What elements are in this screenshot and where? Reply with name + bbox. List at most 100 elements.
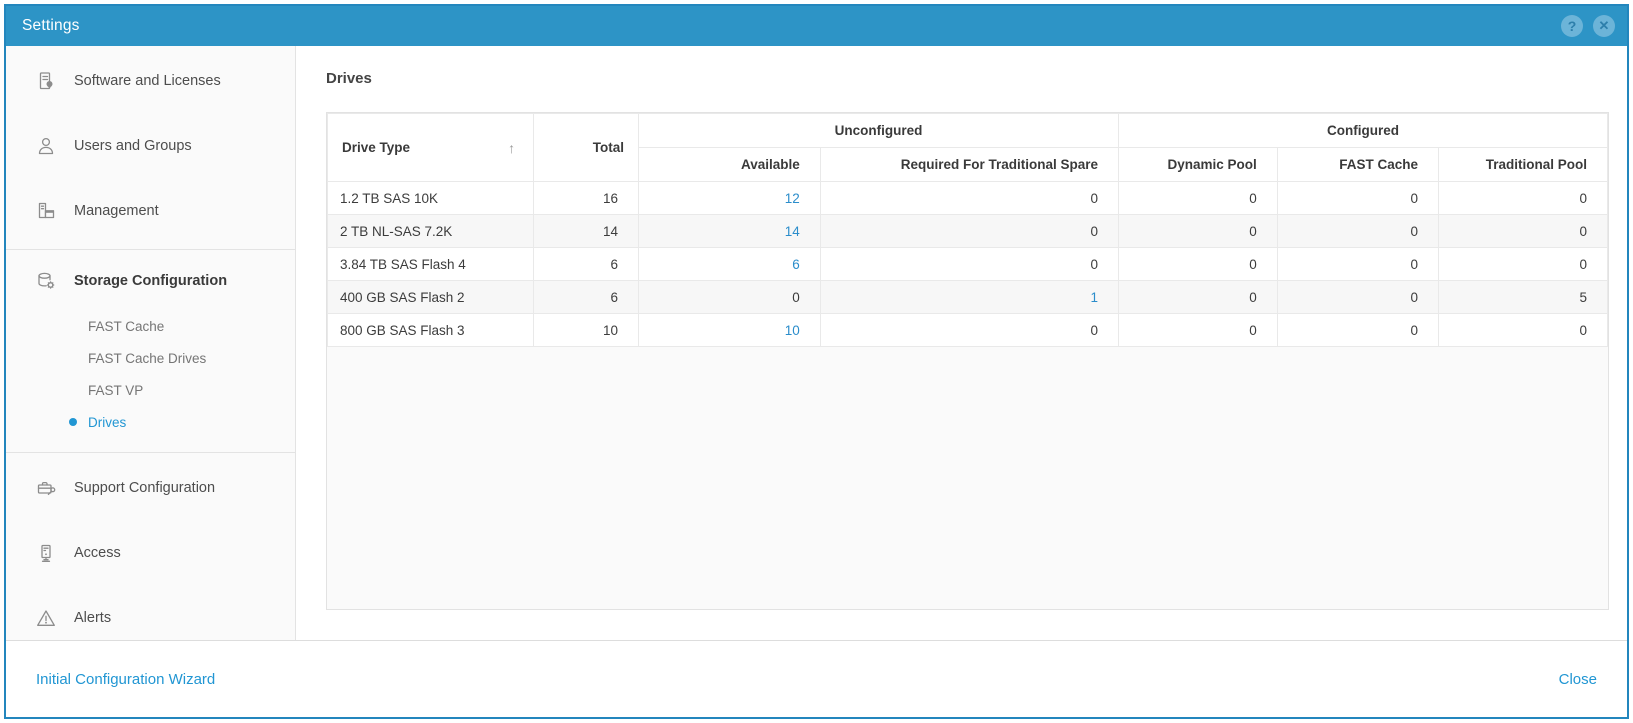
sidebar-item-storage-configuration[interactable]: Storage Configuration bbox=[6, 252, 295, 310]
cell-required: 0 bbox=[819, 247, 1120, 281]
cell-dynamic-pool: 0 bbox=[1118, 214, 1278, 248]
sidebar-subitem-fast-cache-drives[interactable]: FAST Cache Drives bbox=[6, 342, 295, 374]
cell-dynamic-pool: 0 bbox=[1118, 181, 1278, 215]
page-title: Drives bbox=[326, 70, 372, 87]
cell-dynamic-pool: 0 bbox=[1118, 280, 1278, 314]
drives-table: Drive Type ↑ Total Unconfigured Configur… bbox=[327, 113, 1608, 347]
sidebar-item-label: Support Configuration bbox=[74, 479, 216, 496]
server-icon bbox=[34, 541, 58, 565]
sidebar: Software and Licenses Users and Groups bbox=[6, 46, 296, 640]
table-row[interactable]: 400 GB SAS Flash 2 6 0 1 0 0 5 bbox=[327, 280, 1608, 314]
initial-configuration-wizard-link[interactable]: Initial Configuration Wizard bbox=[36, 670, 216, 688]
selected-bullet-icon bbox=[69, 418, 77, 426]
sidebar-subitem-label: Drives bbox=[88, 414, 127, 430]
management-icon bbox=[34, 199, 58, 223]
cell-traditional-pool: 0 bbox=[1438, 214, 1608, 248]
column-group-configured: Configured bbox=[1118, 113, 1608, 148]
cell-drive-type: 400 GB SAS Flash 2 bbox=[327, 280, 535, 314]
sidebar-item-support-configuration[interactable]: Support Configuration bbox=[6, 455, 295, 520]
column-header-available[interactable]: Available bbox=[638, 147, 821, 182]
cell-required-link[interactable]: 1 bbox=[819, 280, 1120, 314]
cell-drive-type: 800 GB SAS Flash 3 bbox=[327, 313, 535, 347]
cell-drive-type: 2 TB NL-SAS 7.2K bbox=[327, 214, 535, 248]
cell-total: 10 bbox=[533, 313, 640, 347]
help-icon: ? bbox=[1567, 18, 1577, 34]
cell-available: 0 bbox=[638, 280, 821, 314]
cell-dynamic-pool: 0 bbox=[1118, 247, 1278, 281]
column-header-label: Drive Type bbox=[342, 140, 411, 155]
sidebar-group-general: Software and Licenses Users and Groups bbox=[6, 46, 295, 249]
main-content: Drives Drive Type ↑ Total bbox=[297, 46, 1627, 640]
sidebar-item-label: Users and Groups bbox=[74, 137, 192, 154]
drives-table-container: Drive Type ↑ Total Unconfigured Configur… bbox=[326, 112, 1609, 610]
cell-available-link[interactable]: 12 bbox=[638, 181, 821, 215]
cell-required: 0 bbox=[819, 214, 1120, 248]
sidebar-item-management[interactable]: Management bbox=[6, 178, 295, 243]
close-button[interactable]: ✕ bbox=[1593, 15, 1615, 37]
cell-total: 6 bbox=[533, 247, 640, 281]
license-icon bbox=[34, 69, 58, 93]
column-header-required-for-traditional-spare[interactable]: Required For Traditional Spare bbox=[819, 147, 1120, 182]
table-row[interactable]: 800 GB SAS Flash 3 10 10 0 0 0 0 bbox=[327, 313, 1608, 347]
cell-available-link[interactable]: 6 bbox=[638, 247, 821, 281]
cell-fast-cache: 0 bbox=[1276, 313, 1440, 347]
sidebar-item-alerts[interactable]: Alerts bbox=[6, 585, 295, 640]
sidebar-item-label: Storage Configuration bbox=[74, 273, 228, 289]
table-row[interactable]: 3.84 TB SAS Flash 4 6 6 0 0 0 0 bbox=[327, 247, 1608, 281]
dialog-title: Settings bbox=[22, 17, 80, 34]
column-header-fast-cache[interactable]: FAST Cache bbox=[1276, 147, 1440, 182]
sidebar-item-label: Access bbox=[74, 544, 121, 561]
close-dialog-link[interactable]: Close bbox=[1558, 670, 1597, 688]
cell-dynamic-pool: 0 bbox=[1118, 313, 1278, 347]
cell-fast-cache: 0 bbox=[1276, 280, 1440, 314]
sidebar-subitem-label: FAST Cache bbox=[88, 318, 165, 334]
cell-total: 14 bbox=[533, 214, 640, 248]
table-row[interactable]: 2 TB NL-SAS 7.2K 14 14 0 0 0 0 bbox=[327, 214, 1608, 248]
settings-dialog: Settings ? ✕ Software a bbox=[4, 4, 1629, 719]
cell-required: 0 bbox=[819, 181, 1120, 215]
cell-traditional-pool: 0 bbox=[1438, 313, 1608, 347]
column-header-traditional-pool[interactable]: Traditional Pool bbox=[1438, 147, 1608, 182]
sidebar-item-label: Management bbox=[74, 202, 159, 219]
footer: Initial Configuration Wizard Close bbox=[6, 640, 1627, 717]
sidebar-subitem-fast-vp[interactable]: FAST VP bbox=[6, 374, 295, 406]
sidebar-item-access[interactable]: Access bbox=[6, 520, 295, 585]
close-icon: ✕ bbox=[1598, 18, 1610, 33]
cell-traditional-pool: 5 bbox=[1438, 280, 1608, 314]
sidebar-item-label: Alerts bbox=[74, 609, 112, 626]
sidebar-subitem-label: FAST VP bbox=[88, 382, 144, 398]
toolbox-wrench-icon bbox=[34, 476, 58, 500]
column-header-drive-type[interactable]: Drive Type ↑ bbox=[327, 113, 535, 182]
titlebar-actions: ? ✕ bbox=[1561, 15, 1615, 37]
cell-total: 16 bbox=[533, 181, 640, 215]
users-icon bbox=[34, 134, 58, 158]
warning-triangle-icon bbox=[34, 606, 58, 630]
cell-fast-cache: 0 bbox=[1276, 181, 1440, 215]
sidebar-group-storage: Storage Configuration FAST Cache FAST Ca… bbox=[6, 249, 295, 452]
cell-total: 6 bbox=[533, 280, 640, 314]
column-header-total[interactable]: Total bbox=[533, 113, 640, 182]
storage-gear-icon bbox=[34, 269, 58, 293]
cell-available-link[interactable]: 10 bbox=[638, 313, 821, 347]
sidebar-subitem-fast-cache[interactable]: FAST Cache bbox=[6, 310, 295, 342]
cell-traditional-pool: 0 bbox=[1438, 247, 1608, 281]
cell-drive-type: 3.84 TB SAS Flash 4 bbox=[327, 247, 535, 281]
cell-required: 0 bbox=[819, 313, 1120, 347]
titlebar: Settings ? ✕ bbox=[6, 6, 1627, 46]
cell-drive-type: 1.2 TB SAS 10K bbox=[327, 181, 535, 215]
sidebar-item-users-and-groups[interactable]: Users and Groups bbox=[6, 113, 295, 178]
cell-traditional-pool: 0 bbox=[1438, 181, 1608, 215]
sidebar-subitem-drives[interactable]: Drives bbox=[6, 406, 295, 438]
cell-fast-cache: 0 bbox=[1276, 214, 1440, 248]
column-group-unconfigured: Unconfigured bbox=[638, 113, 1120, 148]
sidebar-item-software-and-licenses[interactable]: Software and Licenses bbox=[6, 48, 295, 113]
column-header-dynamic-pool[interactable]: Dynamic Pool bbox=[1118, 147, 1278, 182]
sidebar-item-label: Software and Licenses bbox=[74, 72, 221, 89]
table-row[interactable]: 1.2 TB SAS 10K 16 12 0 0 0 0 bbox=[327, 181, 1608, 215]
sidebar-group-support: Support Configuration Access bbox=[6, 452, 295, 640]
sidebar-subitem-label: FAST Cache Drives bbox=[88, 350, 207, 366]
cell-fast-cache: 0 bbox=[1276, 247, 1440, 281]
sort-ascending-icon: ↑ bbox=[508, 139, 516, 156]
help-button[interactable]: ? bbox=[1561, 15, 1583, 37]
cell-available-link[interactable]: 14 bbox=[638, 214, 821, 248]
